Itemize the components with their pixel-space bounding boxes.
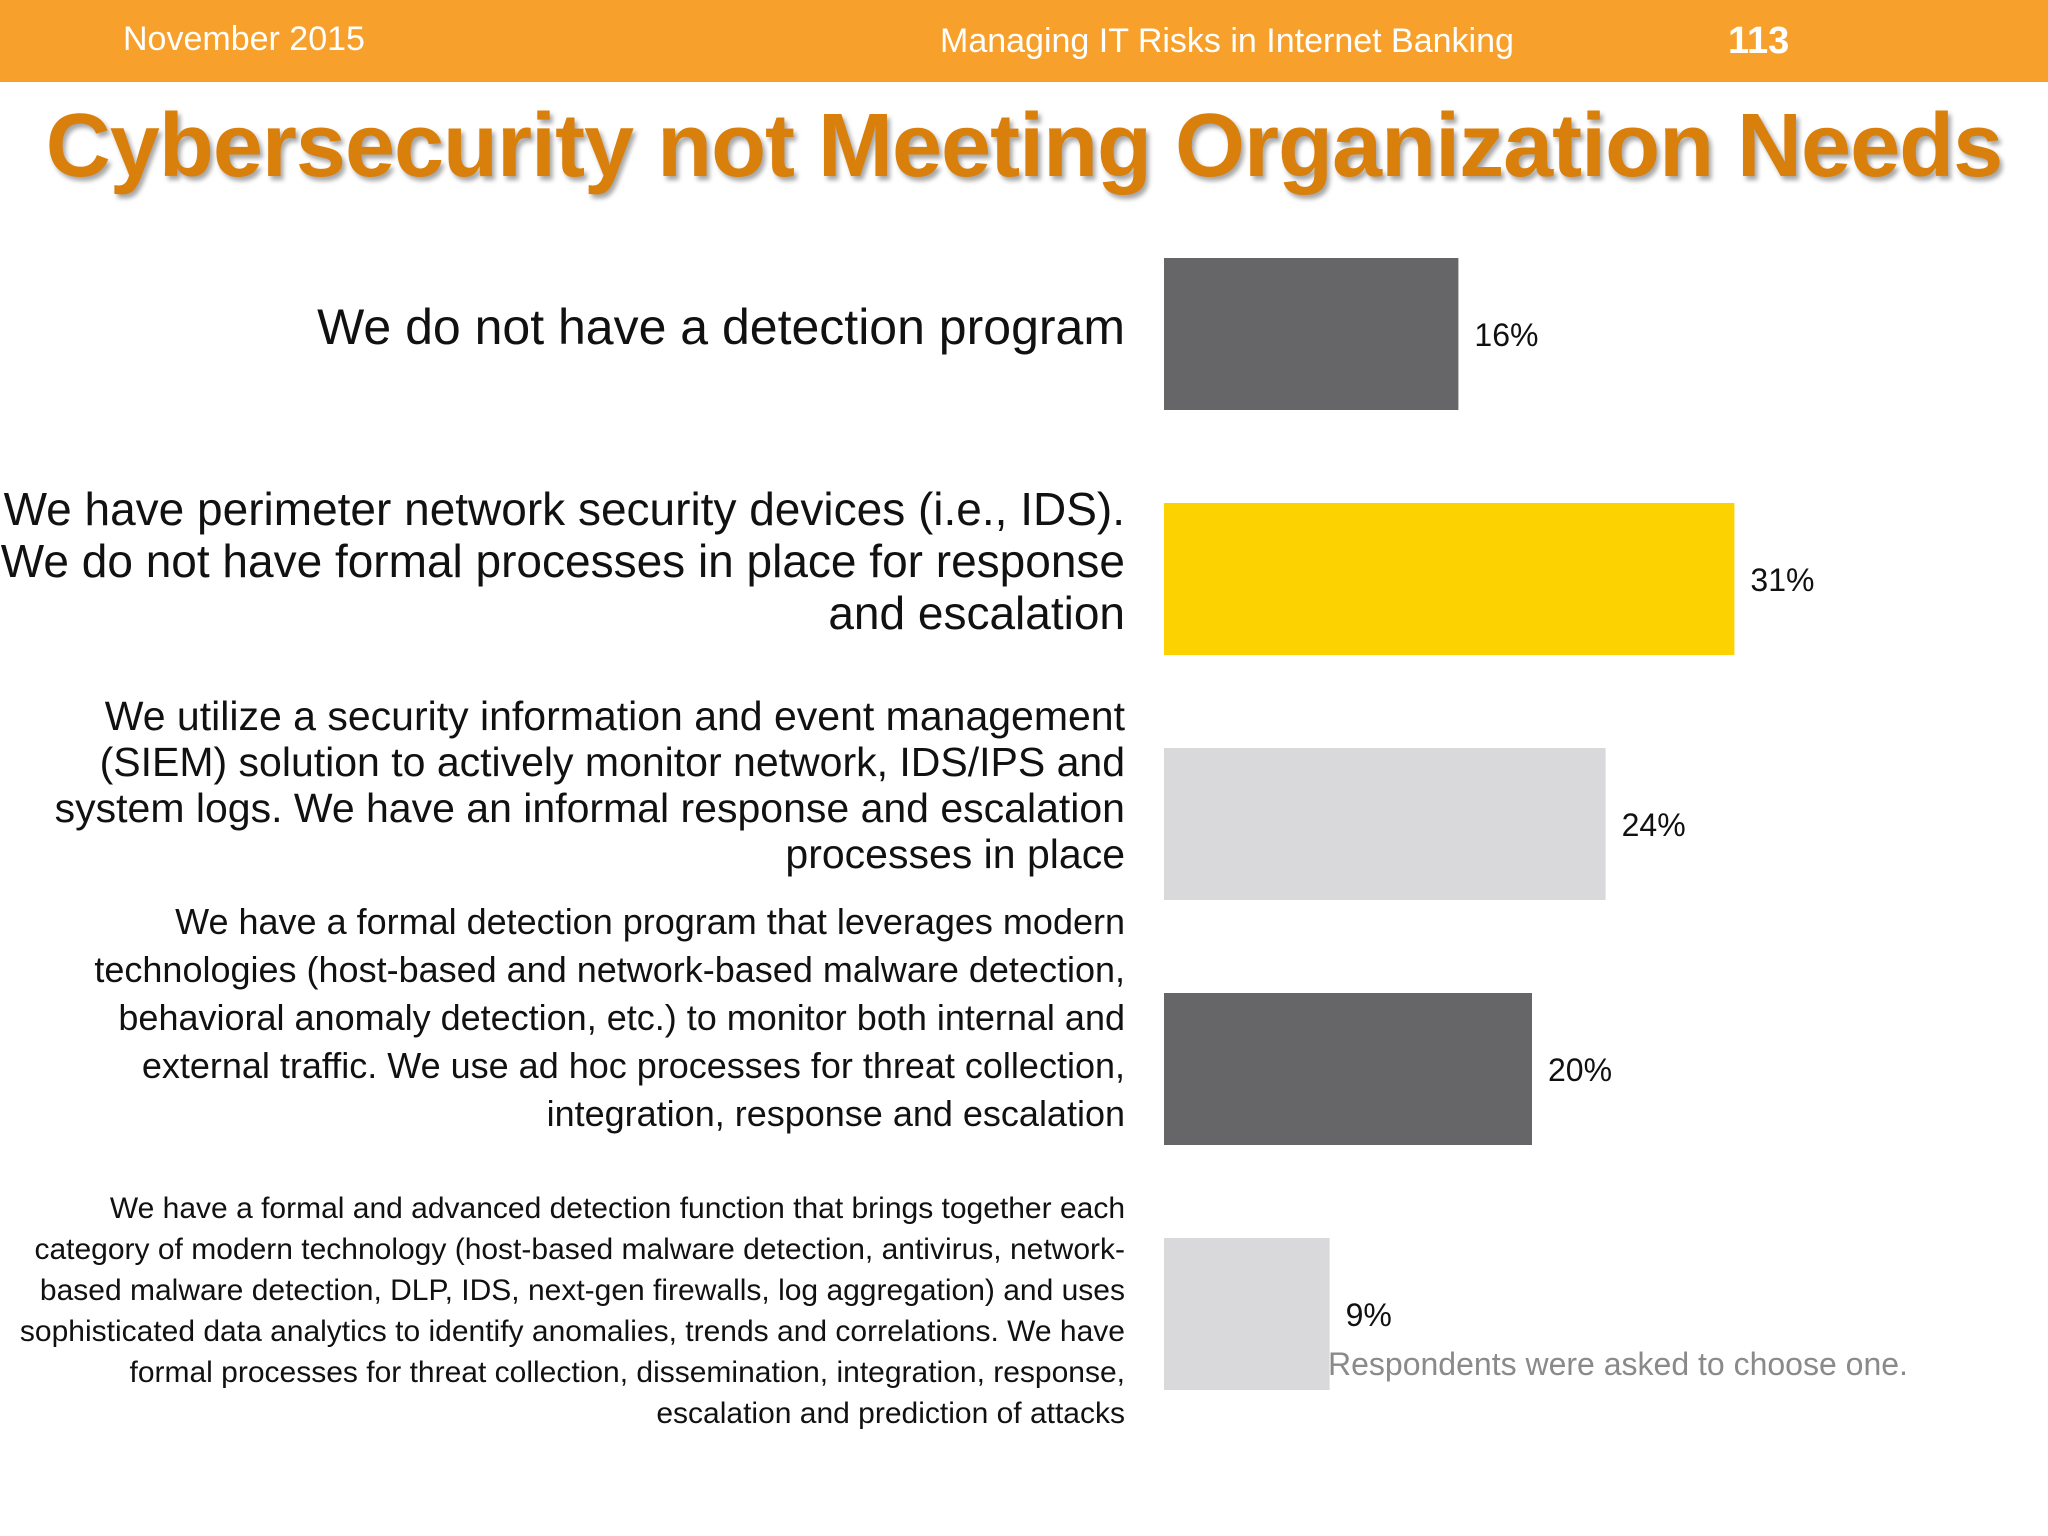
category-label-4: We have a formal detection program that … bbox=[94, 901, 1125, 1134]
category-label-2: We have perimeter network security devic… bbox=[0, 483, 1125, 639]
value-label-3: 24% bbox=[1622, 807, 1686, 843]
bar-1 bbox=[1164, 258, 1459, 410]
category-label-1: We do not have a detection program bbox=[317, 299, 1125, 355]
value-label-1: 16% bbox=[1474, 317, 1538, 353]
page-number: 113 bbox=[1728, 20, 1790, 62]
header-bar: November 2015 Managing IT Risks in Inter… bbox=[0, 0, 2048, 82]
header-date: November 2015 bbox=[123, 20, 365, 58]
bar-4 bbox=[1164, 993, 1532, 1145]
bar-2 bbox=[1164, 503, 1735, 655]
footnote: Respondents were asked to choose one. bbox=[1328, 1346, 1908, 1382]
bar-3 bbox=[1164, 748, 1606, 900]
value-label-5: 9% bbox=[1346, 1297, 1392, 1333]
value-label-2: 31% bbox=[1750, 562, 1814, 598]
value-label-4: 20% bbox=[1548, 1052, 1612, 1088]
category-label-5: We have a formal and advanced detection … bbox=[19, 1192, 1125, 1430]
category-label-3: We utilize a security information and ev… bbox=[54, 693, 1125, 877]
bar-5 bbox=[1164, 1238, 1330, 1390]
header-title: Managing IT Risks in Internet Banking bbox=[940, 22, 1514, 60]
slide-title: Cybersecurity not Meeting Organization N… bbox=[45, 96, 2003, 196]
